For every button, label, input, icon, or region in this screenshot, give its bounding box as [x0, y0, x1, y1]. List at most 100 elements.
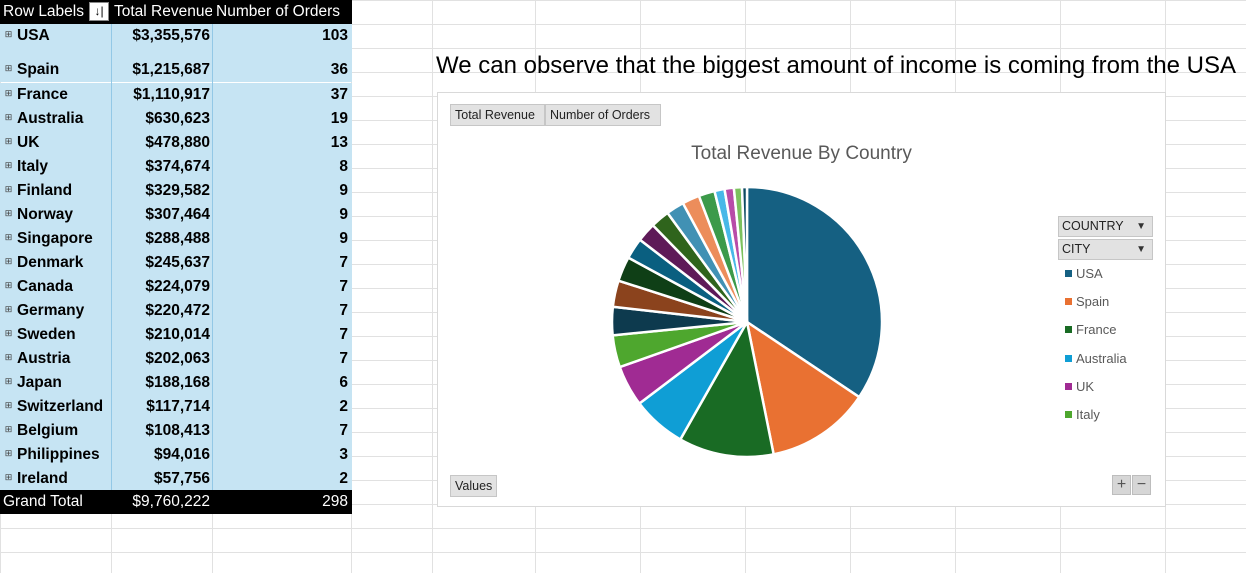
- pie-chart[interactable]: [438, 93, 1165, 506]
- table-row[interactable]: ⊞ Sweden $210,014 7: [0, 323, 352, 347]
- table-row[interactable]: ⊞ Italy $374,674 8: [0, 155, 352, 179]
- table-row[interactable]: ⊞ Australia $630,623 19: [0, 107, 352, 131]
- table-row[interactable]: ⊞ Belgium $108,413 7: [0, 419, 352, 443]
- column-separator: [212, 24, 213, 490]
- values-field-button[interactable]: Values: [450, 475, 497, 497]
- expand-icon[interactable]: ⊞: [4, 400, 13, 410]
- expand-icon[interactable]: ⊞: [4, 208, 13, 218]
- revenue-cell: $3,355,576: [132, 27, 210, 44]
- orders-cell: 103: [322, 27, 348, 44]
- pivot-header-row: Row Labels ↓| Total Revenue Number of Or…: [0, 0, 352, 24]
- column-separator: [111, 24, 112, 490]
- orders-cell: 6: [339, 374, 348, 391]
- expand-icon[interactable]: ⊞: [4, 304, 13, 314]
- table-row[interactable]: ⊞ Japan $188,168 6: [0, 371, 352, 395]
- legend-label: USA: [1076, 266, 1103, 281]
- expand-icon[interactable]: ⊞: [4, 472, 13, 482]
- table-row[interactable]: ⊞ UK $478,880 13: [0, 131, 352, 155]
- orders-cell: 37: [330, 86, 348, 103]
- legend-item[interactable]: Italy: [1065, 407, 1100, 425]
- revenue-cell: $202,063: [145, 350, 210, 367]
- expand-icon[interactable]: ⊞: [4, 160, 13, 170]
- revenue-cell: $94,016: [153, 446, 210, 463]
- expand-icon[interactable]: ⊞: [4, 63, 13, 73]
- expand-icon[interactable]: ⊞: [4, 352, 13, 362]
- legend-label: Italy: [1076, 407, 1100, 422]
- table-row[interactable]: ⊞ Finland $329,582 9: [0, 179, 352, 203]
- table-row[interactable]: ⊞ Denmark $245,637 7: [0, 251, 352, 275]
- revenue-cell: $108,413: [145, 422, 210, 439]
- legend-swatch: [1065, 270, 1072, 277]
- expand-icon[interactable]: ⊞: [4, 112, 13, 122]
- country-cell: UK: [17, 134, 40, 151]
- revenue-cell: $210,014: [145, 326, 210, 343]
- revenue-cell: $220,472: [145, 302, 210, 319]
- country-cell: Finland: [17, 182, 73, 199]
- table-row[interactable]: ⊞ Philippines $94,016 3: [0, 443, 352, 467]
- total-revenue-field-button[interactable]: Total Revenue: [450, 104, 545, 126]
- grand-total-row[interactable]: Grand Total $9,760,222 298: [0, 490, 352, 514]
- country-cell: Ireland: [17, 470, 68, 487]
- pie-slice-spain[interactable]: [745, 319, 861, 456]
- expand-icon[interactable]: ⊞: [4, 424, 13, 434]
- legend-item[interactable]: UK: [1065, 379, 1094, 397]
- legend-label: Australia: [1076, 350, 1127, 366]
- country-cell: Switzerland: [17, 398, 104, 415]
- orders-cell: 36: [330, 61, 348, 78]
- legend-item[interactable]: Australia: [1065, 351, 1127, 369]
- row-labels-header[interactable]: Row Labels: [3, 3, 84, 20]
- grand-total-orders: 298: [322, 493, 348, 510]
- chart-title[interactable]: Total Revenue By Country: [691, 143, 912, 164]
- orders-cell: 19: [330, 110, 348, 127]
- table-row[interactable]: ⊞ France $1,110,917 37: [0, 83, 352, 107]
- pivot-chart[interactable]: Total Revenue Number of Orders Total Rev…: [437, 92, 1166, 507]
- table-row[interactable]: ⊞ Germany $220,472 7: [0, 299, 352, 323]
- expand-icon[interactable]: ⊞: [4, 136, 13, 146]
- city-filter-dropdown[interactable]: CITY ▼: [1058, 239, 1153, 260]
- expand-icon[interactable]: ⊞: [4, 280, 13, 290]
- expand-icon[interactable]: ⊞: [4, 448, 13, 458]
- pie-slice-ireland[interactable]: [740, 185, 749, 323]
- table-row[interactable]: ⊞ Switzerland $117,714 2: [0, 395, 352, 419]
- table-row[interactable]: ⊞ Norway $307,464 9: [0, 203, 352, 227]
- country-filter-dropdown[interactable]: COUNTRY ▼: [1058, 216, 1153, 237]
- table-row[interactable]: ⊞ USA $3,355,576 103: [0, 24, 352, 58]
- sort-filter-icon[interactable]: ↓|: [89, 2, 109, 21]
- country-cell: Sweden: [17, 326, 76, 343]
- pie-slice-france[interactable]: [678, 318, 776, 459]
- expand-icon[interactable]: ⊞: [4, 29, 13, 39]
- table-row[interactable]: ⊞ Austria $202,063 7: [0, 347, 352, 371]
- legend-item[interactable]: Spain: [1065, 294, 1109, 312]
- expand-icon[interactable]: ⊞: [4, 88, 13, 98]
- orders-cell: 3: [339, 446, 348, 463]
- table-row[interactable]: ⊞ Canada $224,079 7: [0, 275, 352, 299]
- legend-label: Spain: [1076, 294, 1110, 310]
- table-row[interactable]: ⊞ Spain $1,215,687 36: [0, 58, 352, 82]
- revenue-cell: $374,674: [145, 158, 210, 175]
- expand-icon[interactable]: ⊞: [4, 256, 13, 266]
- revenue-cell: $1,110,917: [133, 86, 210, 103]
- expand-icon[interactable]: ⊞: [4, 376, 13, 386]
- expand-icon[interactable]: ⊞: [4, 184, 13, 194]
- expand-field-button[interactable]: +: [1112, 475, 1131, 495]
- orders-cell: 9: [339, 206, 348, 223]
- legend-swatch: [1065, 411, 1072, 418]
- table-row[interactable]: ⊞ Singapore $288,488 9: [0, 227, 352, 251]
- chevron-down-icon: ▼: [1136, 244, 1146, 255]
- grand-total-label: Grand Total: [3, 493, 83, 510]
- orders-cell: 7: [339, 326, 348, 343]
- country-cell: Austria: [17, 350, 71, 367]
- expand-icon[interactable]: ⊞: [4, 328, 13, 338]
- legend-item[interactable]: France: [1065, 322, 1116, 340]
- collapse-field-button[interactable]: −: [1132, 475, 1151, 495]
- number-of-orders-header[interactable]: Number of Orders: [216, 3, 341, 20]
- total-revenue-header[interactable]: Total Revenue: [114, 3, 212, 20]
- number-of-orders-field-button[interactable]: Number of Orders: [545, 104, 661, 126]
- table-row[interactable]: ⊞ Ireland $57,756 2: [0, 467, 352, 491]
- revenue-cell: $57,756: [153, 470, 210, 487]
- observation-note[interactable]: We can observe that the biggest amount o…: [436, 52, 1236, 79]
- expand-icon[interactable]: ⊞: [4, 232, 13, 242]
- country-cell: Singapore: [17, 230, 93, 247]
- legend-item[interactable]: USA: [1065, 266, 1103, 284]
- grand-total-revenue: $9,760,222: [132, 493, 210, 510]
